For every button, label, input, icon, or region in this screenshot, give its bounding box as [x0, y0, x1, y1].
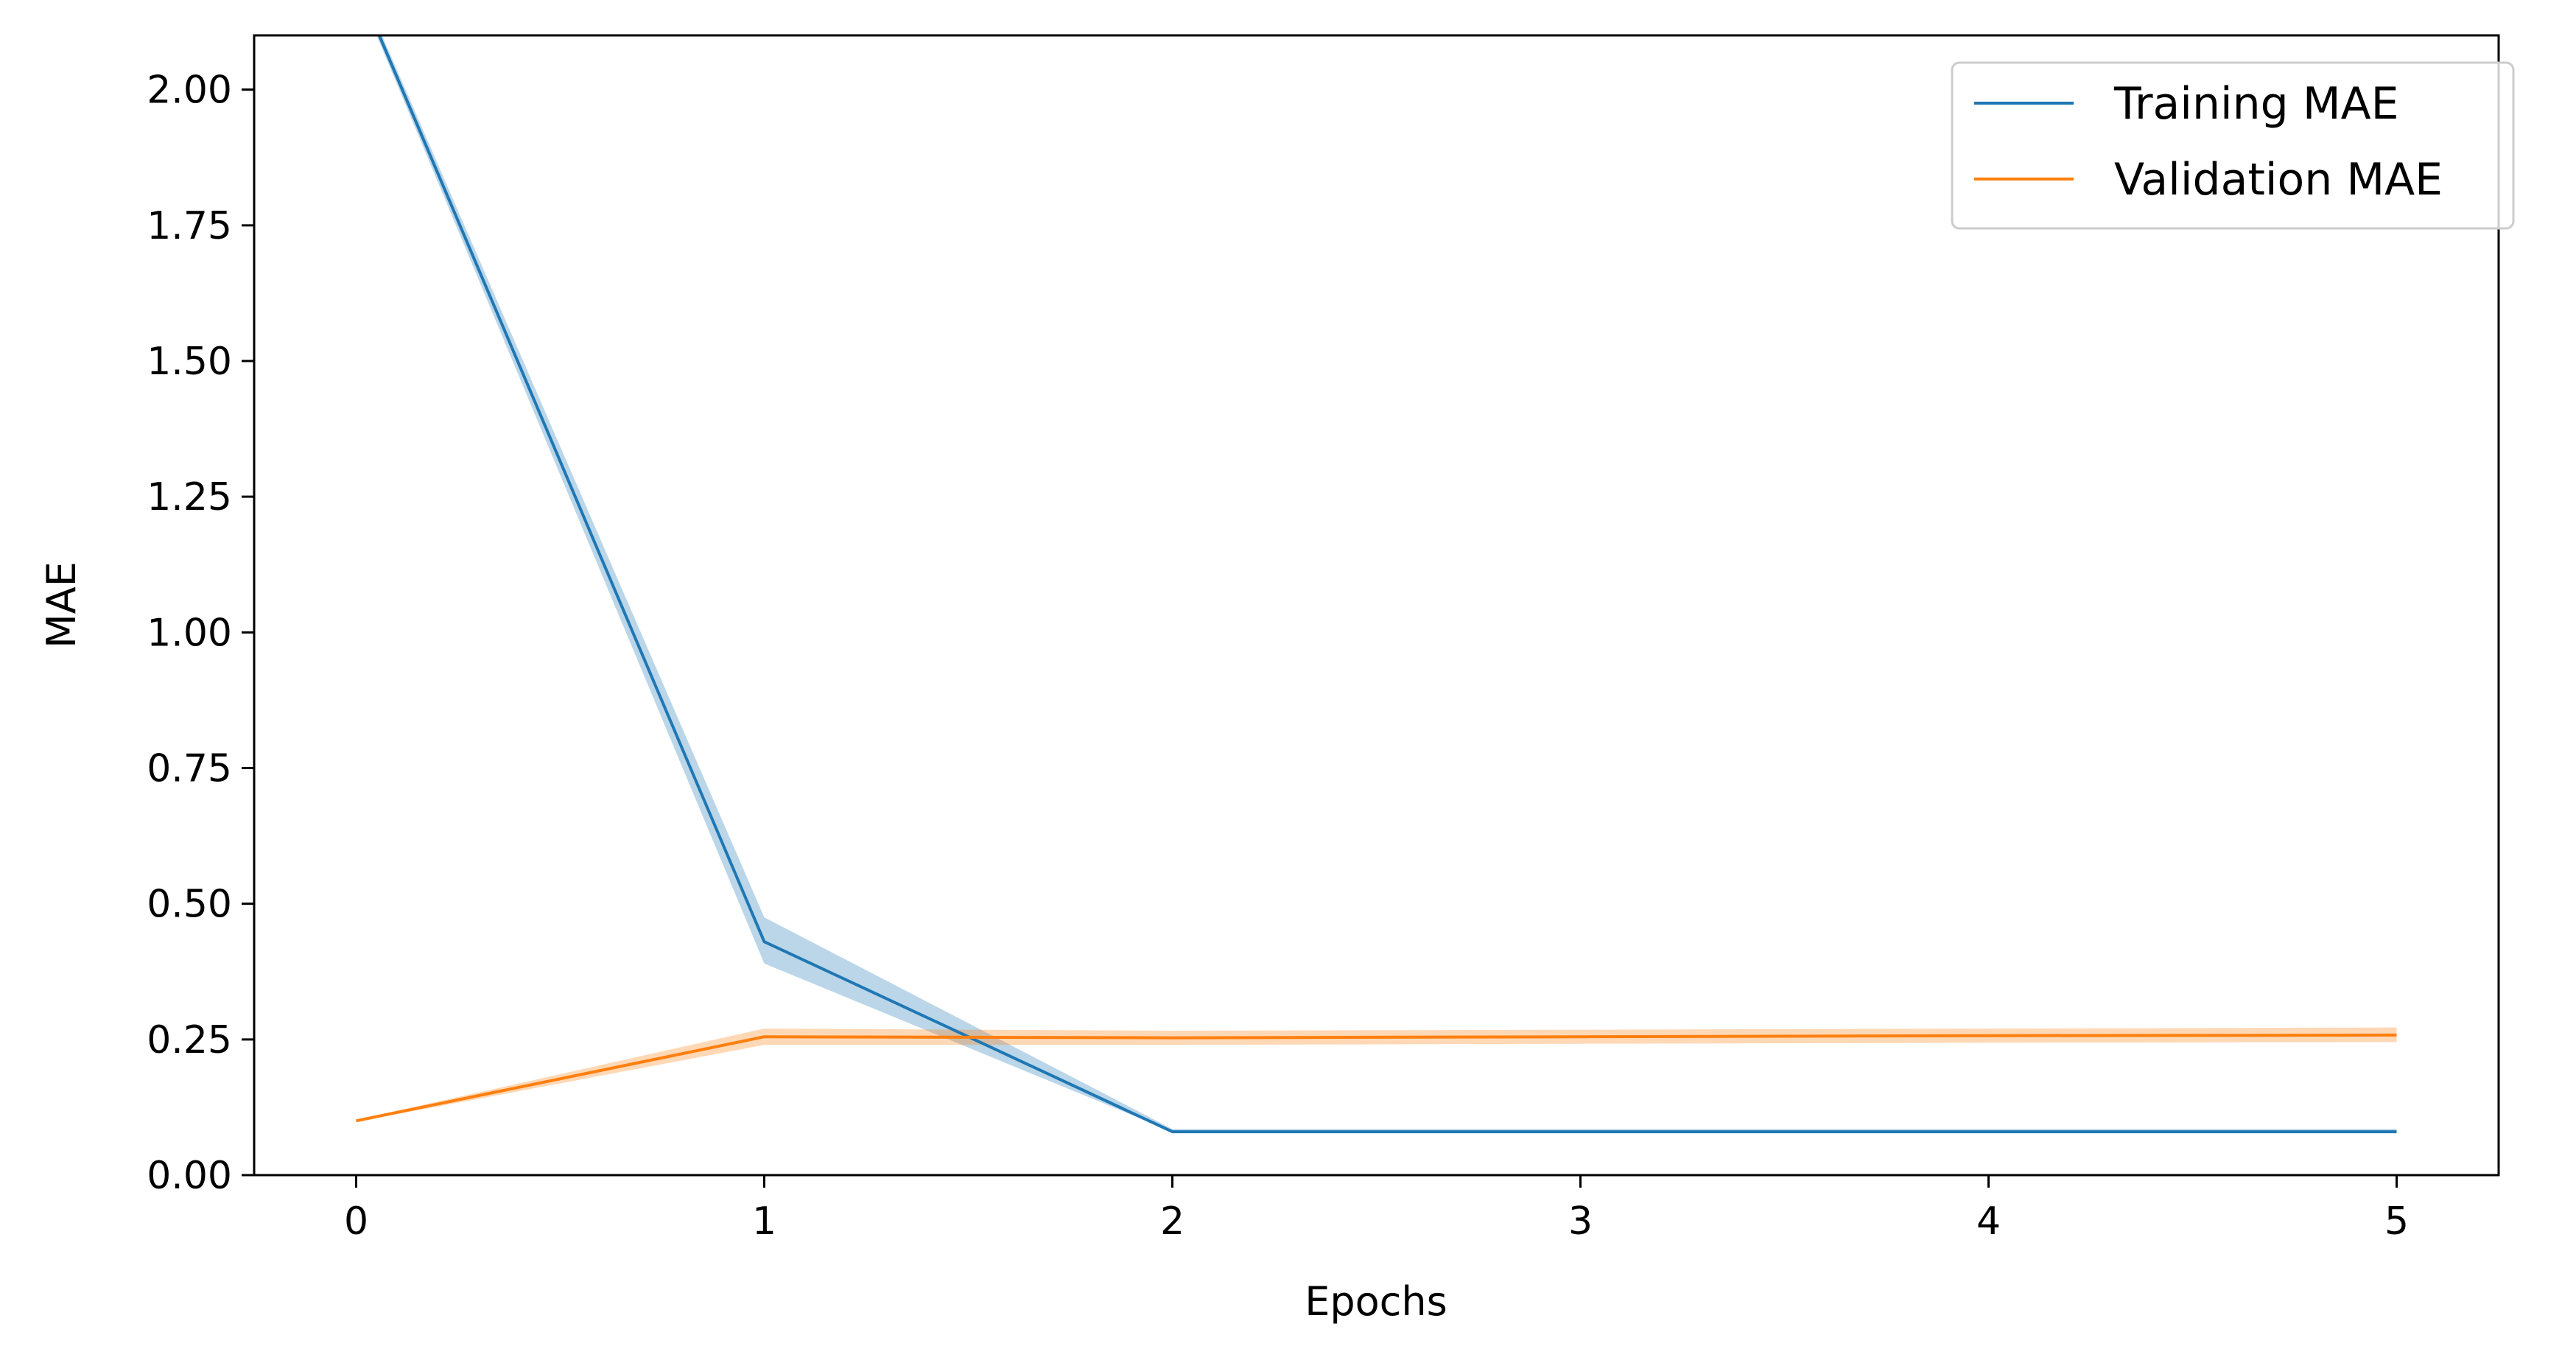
y-tick-label-5: 1.25 [147, 475, 232, 519]
confidence-bands [356, 35, 2397, 1132]
validation-mae-line [356, 1033, 2397, 1123]
x-tick-label-1: 1 [752, 1199, 776, 1244]
legend: Training MAE Validation MAE [1951, 61, 2515, 230]
plot-frame [253, 34, 2500, 1177]
x-tick-label-5: 5 [2384, 1199, 2409, 1244]
legend-label-training: Training MAE [2113, 78, 2399, 130]
training-mae-line [377, 35, 2397, 1134]
y-tick-label-2: 0.50 [147, 883, 232, 927]
y-tick-label-7: 1.75 [147, 204, 232, 248]
x-tick-label-3: 3 [1568, 1199, 1593, 1244]
series-lines [356, 35, 2397, 1134]
x-tick-label-2: 2 [1160, 1199, 1185, 1244]
y-tick-label-4: 1.00 [147, 611, 232, 655]
x-axis-label: Epochs [1305, 1278, 1447, 1325]
validation-mae-band [356, 1027, 2397, 1122]
y-axis-ticks: 0.00 0.25 0.50 0.75 1.00 1.25 1.50 1.75 2.00 [147, 69, 254, 1198]
x-tick-label-0: 0 [344, 1199, 368, 1244]
x-tick-label-4: 4 [1976, 1199, 2001, 1244]
y-tick-label-8: 2.00 [147, 69, 232, 113]
y-tick-label-0: 0.00 [147, 1154, 232, 1198]
y-tick-label-6: 1.50 [147, 340, 232, 384]
legend-label-validation: Validation MAE [2114, 154, 2443, 206]
legend-box [1951, 61, 2515, 230]
x-axis-ticks: 0 1 2 3 4 5 [344, 1175, 2409, 1244]
y-axis-label: MAE [38, 561, 85, 648]
y-tick-label-3: 0.75 [147, 747, 232, 791]
y-tick-label-1: 0.25 [147, 1018, 232, 1062]
